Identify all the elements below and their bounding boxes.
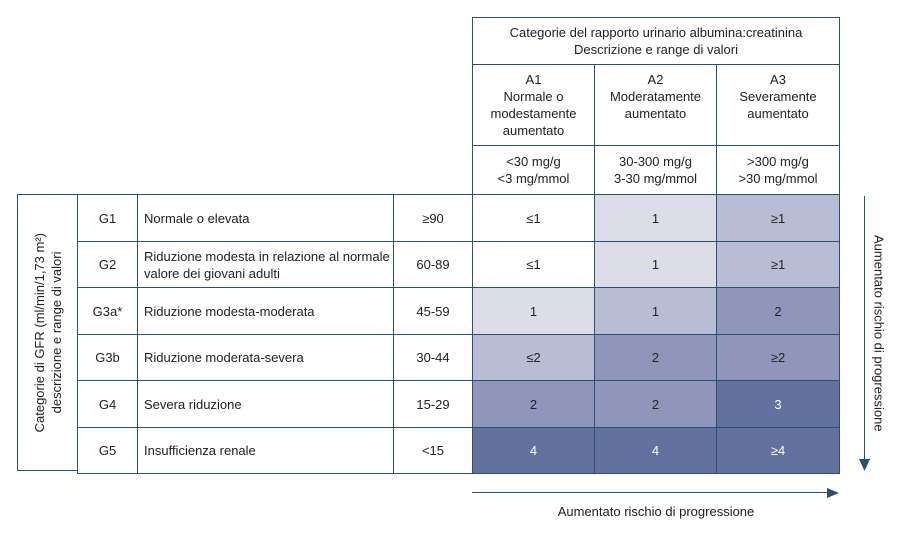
side-label-line1: Categorie di GFR (ml/min/1,73 m²) [31,232,47,433]
row-code: G4 [77,380,138,428]
row-range: 45-59 [393,287,473,335]
arrow-right-line [472,492,830,493]
side-label: Categorie di GFR (ml/min/1,73 m²) descri… [17,194,78,471]
row-description: Riduzione modesta in relazione al normal… [137,241,394,288]
row-code: G5 [77,427,138,474]
risk-cell: ≤1 [472,194,595,242]
row-description: Insufficienza renale [137,427,394,474]
side-label-line2: descrizione e range di valori [48,251,64,414]
col-desc: Normale o modestamente aumentato [490,89,577,138]
arrow-down-label: Aumentato rischio di progressione [871,235,887,432]
row-range: 60-89 [393,241,473,288]
header-range-a1: <30 mg/g <3 mg/mmol [472,145,595,195]
header-col-a1: A1 Normale o modestamente aumentato [472,64,595,146]
row-code: G1 [77,194,138,242]
arrow-right-head-icon [827,488,839,498]
header-col-a2: A2 Moderatamente aumentato [594,64,717,146]
row-code: G3a* [77,287,138,335]
range-line2: <3 mg/mmol [497,171,570,186]
row-range: 30-44 [393,334,473,381]
range-line1: >300 mg/g [747,154,809,169]
risk-cell: 2 [594,380,717,428]
risk-cell: ≥1 [716,241,840,288]
risk-cell: ≥4 [716,427,840,474]
arrow-right-label: Aumentato rischio di progressione [557,503,755,519]
header-title-line1: Categorie del rapporto urinario albumina… [509,25,803,40]
header-range-a3: >300 mg/g >30 mg/mmol [716,145,840,195]
row-description: Severa riduzione [137,380,394,428]
col-desc: Severamente aumentato [739,89,817,121]
risk-cell: 2 [472,380,595,428]
row-range: <15 [393,427,473,474]
risk-cell: ≥1 [716,194,840,242]
row-code: G2 [77,241,138,288]
row-range: 15-29 [393,380,473,428]
arrow-down-label-box: Aumentato rischio di progressione [868,196,890,471]
col-code: A1 [525,72,542,87]
col-code: A3 [770,72,786,87]
row-range: ≥90 [393,194,473,242]
risk-cell: 1 [594,194,717,242]
header-col-a3: A3 Severamente aumentato [716,64,840,146]
risk-cell: 4 [594,427,717,474]
row-description: Riduzione moderata-severa [137,334,394,381]
risk-cell: 1 [594,287,717,335]
risk-cell: 2 [716,287,840,335]
risk-cell: ≥2 [716,334,840,381]
range-line2: 3-30 mg/mmol [613,171,698,186]
header-title: Categorie del rapporto urinario albumina… [472,17,840,65]
row-description: Riduzione modesta-moderata [137,287,394,335]
risk-cell: ≤2 [472,334,595,381]
range-line2: >30 mg/mmol [738,171,818,186]
header-range-a2: 30-300 mg/g 3-30 mg/mmol [594,145,717,195]
risk-cell: 1 [472,287,595,335]
risk-cell: 1 [594,241,717,288]
header-title-line2: Descrizione e range di valori [573,42,739,57]
risk-cell: 3 [716,380,840,428]
risk-cell: ≤1 [472,241,595,288]
arrow-down-head-icon [859,459,870,471]
risk-cell: 4 [472,427,595,474]
col-code: A2 [647,72,664,87]
col-desc: Moderatamente aumentato [609,89,702,121]
arrow-down-line [864,196,865,461]
range-line1: 30-300 mg/g [619,154,692,169]
range-line1: <30 mg/g [506,154,561,169]
risk-cell: 2 [594,334,717,381]
row-description: Normale o elevata [137,194,394,242]
row-code: G3b [77,334,138,381]
side-label-text: Categorie di GFR (ml/min/1,73 m²) descri… [31,233,65,432]
